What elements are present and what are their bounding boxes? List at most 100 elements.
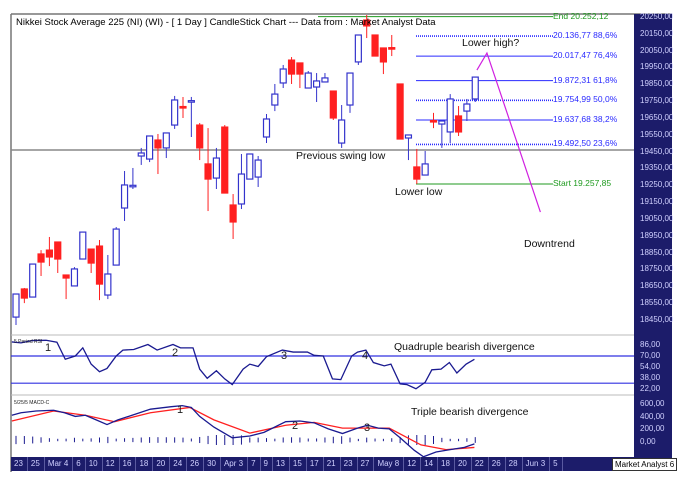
- candle-up: [212, 147, 220, 190]
- candle-body: [471, 76, 479, 100]
- fib-level-label: 20.017,47 76,4%: [553, 50, 618, 61]
- candle-body: [329, 90, 337, 119]
- date-label: 10: [86, 457, 103, 471]
- candle-body: [396, 83, 404, 140]
- date-label: 12: [404, 457, 422, 471]
- candle-down: [179, 96, 187, 118]
- date-label: 20: [153, 457, 171, 471]
- date-axis[interactable]: 23 25 Mar 4 6 10 12 16 18 20 24 26 30 Apr 3 7 9 13 15 17 2…: [11, 457, 672, 471]
- candle-body: [20, 288, 28, 299]
- candle-down: [454, 106, 463, 136]
- fib-end-label: End 20.252,12: [553, 10, 609, 21]
- candle-down: [20, 287, 28, 304]
- fibonacci-levels: [318, 16, 553, 185]
- price-tick-label: 18550,00: [640, 298, 674, 308]
- candle-down: [154, 133, 162, 175]
- macd-divergence-annotation: Triple bearish divergence: [411, 406, 529, 418]
- candle-up: [120, 170, 129, 221]
- candle-down: [54, 241, 62, 273]
- candle-up: [404, 134, 413, 161]
- candle-body: [212, 157, 220, 179]
- candle-body: [354, 34, 362, 63]
- date-label: Mar 4: [45, 457, 74, 471]
- candle-up: [262, 113, 271, 144]
- candle-up: [146, 135, 154, 163]
- date-label: Jun 3: [523, 457, 551, 471]
- candle-body: [137, 152, 145, 157]
- macd-marker-3: 3: [364, 422, 371, 434]
- candle-up: [463, 98, 471, 122]
- candle-body: [162, 132, 170, 149]
- candle-down: [379, 47, 387, 75]
- candle-body: [371, 34, 379, 57]
- macd-panel: [11, 404, 476, 458]
- date-label: 22: [472, 457, 489, 471]
- rsi-marker-3: 3: [281, 350, 288, 362]
- candle-up: [246, 153, 254, 180]
- candle-body: [304, 72, 312, 89]
- candle-body: [321, 77, 329, 83]
- rsi-line: [11, 339, 475, 390]
- date-label: 12: [103, 457, 120, 471]
- candle-down: [413, 148, 421, 184]
- date-label: 26: [489, 457, 506, 471]
- brand-label: Market Analyst 6: [612, 458, 678, 471]
- candle-body: [363, 19, 371, 27]
- candle-up: [104, 254, 112, 300]
- swing-low-annotation: Previous swing low: [296, 150, 386, 162]
- candle-up: [112, 227, 120, 266]
- price-tick-label: 18750,00: [640, 264, 674, 274]
- candle-body: [54, 241, 62, 260]
- candle-body: [104, 273, 112, 296]
- chart-title: Nikkei Stock Average 225 (NI) (WI) - [ 1…: [16, 17, 436, 28]
- price-axis[interactable]: [634, 14, 672, 457]
- fib-level-label: 19.754,99 50,0%: [553, 94, 618, 105]
- date-label: 16: [120, 457, 137, 471]
- date-label: 21: [324, 457, 341, 471]
- candle-body: [237, 173, 246, 205]
- candle-body: [45, 249, 54, 258]
- candle-body: [112, 228, 120, 266]
- candle-up: [321, 73, 329, 83]
- candle-body: [171, 99, 179, 126]
- candle-down: [363, 14, 371, 39]
- price-tick-label: 18650,00: [640, 281, 674, 291]
- price-tick-label: 19050,00: [640, 213, 674, 223]
- candle-down: [287, 57, 296, 84]
- date-label: 18: [136, 457, 154, 471]
- candle-down: [371, 34, 379, 57]
- candle-up: [304, 71, 312, 89]
- candle-body: [454, 115, 463, 133]
- date-label: 9: [261, 457, 273, 471]
- candle-body: [120, 184, 129, 209]
- candle-down: [204, 128, 212, 212]
- date-label: 28: [506, 457, 523, 471]
- candle-down: [196, 123, 204, 161]
- candle-up: [162, 132, 170, 159]
- candle-body: [95, 245, 104, 285]
- candle-down: [396, 83, 404, 140]
- macd-tick-label: 600,00: [640, 398, 665, 408]
- rsi-tick-label: 38,00: [640, 372, 661, 382]
- downtrend-annotation: Downtrend: [524, 238, 575, 250]
- downtrend-path: [476, 51, 541, 213]
- price-tick-label: 19450,00: [640, 146, 674, 156]
- candle-body: [12, 293, 20, 318]
- candle-body: [154, 139, 162, 149]
- date-label: 18: [438, 457, 455, 471]
- rsi-tick-label: 86,00: [640, 340, 661, 350]
- price-tick-label: 19350,00: [640, 163, 674, 173]
- candle-body: [313, 80, 321, 88]
- downtrend-line: [476, 51, 541, 213]
- rsi-tick-label: 54,00: [640, 361, 661, 371]
- candle-body: [196, 124, 204, 149]
- rsi-marker-4: 4: [362, 350, 369, 362]
- candle-body: [146, 135, 154, 160]
- candle-down: [329, 90, 337, 120]
- rsi-panel: [11, 339, 634, 390]
- candle-body: [129, 184, 137, 188]
- date-label: 6: [73, 457, 86, 471]
- candle-up: [271, 83, 279, 112]
- price-tick-label: 20250,00: [640, 12, 674, 21]
- candle-body: [187, 100, 195, 103]
